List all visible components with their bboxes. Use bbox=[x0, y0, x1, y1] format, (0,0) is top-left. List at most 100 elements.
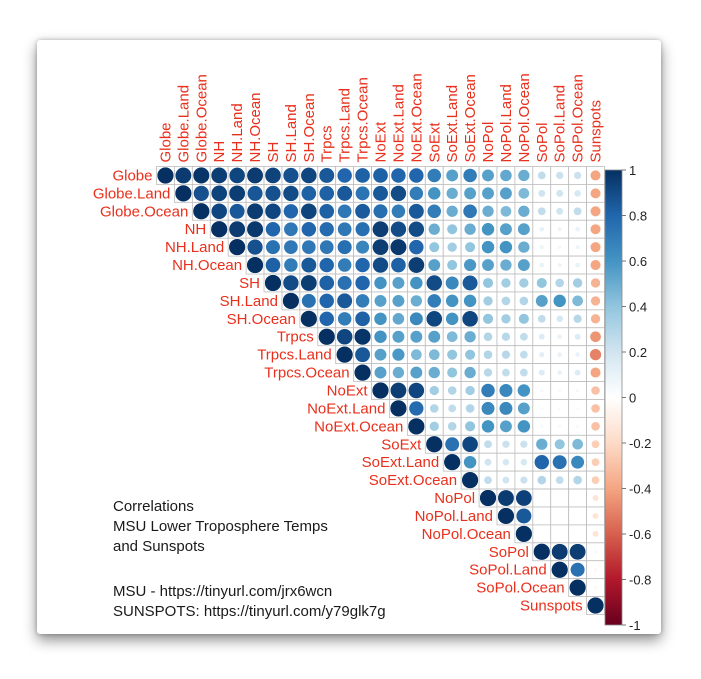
corr-circle-SoExt.Land-SoExt.Ocean bbox=[463, 455, 477, 470]
corr-circle-NH.Ocean-Trpcs.Ocean bbox=[354, 257, 371, 273]
corr-circle-SH.Land-SH.Ocean bbox=[301, 293, 317, 309]
row-label-Trpcs.Land: Trpcs.Land bbox=[257, 347, 331, 364]
corr-circle-NoExt.Ocean-NoPol.Land bbox=[499, 419, 513, 433]
corr-circle-NoPol-SoPol.Ocean bbox=[576, 496, 580, 500]
corr-circle-NoPol.Land-SoPol bbox=[540, 514, 544, 518]
corr-circle-Globe.Ocean-SH bbox=[264, 202, 282, 220]
corr-circle-NH.Ocean-Trpcs.Land bbox=[337, 257, 353, 273]
corr-circle-SoPol-SoPol.Land bbox=[551, 543, 569, 561]
corr-circle-NH.Land-NoPol.Land bbox=[499, 240, 513, 254]
corr-circle-Globe.Ocean-SoPol.Land bbox=[555, 207, 564, 216]
corr-circle-NoExt.Ocean-NoPol.Ocean bbox=[517, 419, 531, 434]
corr-circle-Trpcs.Ocean-SoPol.Land bbox=[556, 369, 563, 376]
corr-circle-NH-Trpcs.Land bbox=[337, 221, 353, 237]
circle-layer bbox=[156, 166, 605, 615]
corr-circle-Globe.Ocean-Sunspots bbox=[589, 205, 602, 217]
corr-circle-NoExt-SoExt.Land bbox=[447, 385, 458, 396]
corr-circle-NoExt.Ocean-SoPol.Land bbox=[557, 424, 562, 429]
corr-circle-SH-SoPol bbox=[536, 277, 548, 289]
corr-circle-Sunspots-Sunspots bbox=[586, 596, 605, 615]
corr-circle-NH.Land-Trpcs bbox=[319, 239, 335, 255]
corr-circle-NH.Land-SoPol.Land bbox=[557, 244, 563, 250]
corr-circle-Globe-NoPol bbox=[481, 168, 495, 183]
corr-circle-NoPol.Land-SoPol.Ocean bbox=[576, 514, 580, 518]
corr-circle-Globe.Land-SoExt.Land bbox=[445, 187, 459, 200]
corr-circle-Trpcs.Ocean-Trpcs.Ocean bbox=[353, 363, 372, 382]
corr-circle-Globe-NoExt bbox=[372, 167, 389, 184]
corr-circle-Globe.Land-Trpcs.Ocean bbox=[355, 185, 371, 201]
corr-circle-SH.Land-NoPol bbox=[482, 295, 494, 307]
corr-circle-Globe.Land-Sunspots bbox=[589, 187, 602, 200]
corr-circle-NH-SoExt bbox=[428, 222, 441, 236]
row-label-Globe: Globe bbox=[112, 167, 152, 184]
corr-circle-Globe-Trpcs bbox=[318, 167, 335, 184]
row-label-SoPol.Ocean: SoPol.Ocean bbox=[476, 580, 564, 597]
corr-circle-SH.Ocean-Trpcs.Land bbox=[337, 311, 353, 327]
corr-circle-NH-SoPol.Land bbox=[557, 226, 563, 232]
corr-circle-SoExt.Land-SoExt.Land bbox=[443, 453, 461, 471]
corr-circle-NH-NoPol.Ocean bbox=[517, 222, 531, 236]
corr-circle-NoPol.Ocean-SoPol.Land bbox=[558, 532, 562, 536]
corr-circle-Trpcs-NoPol.Ocean bbox=[519, 332, 529, 342]
corr-circle-NH.Ocean-NoExt bbox=[372, 256, 389, 274]
row-label-NoExt: NoExt bbox=[327, 383, 369, 400]
corr-circle-Globe.Ocean-SoExt bbox=[426, 203, 442, 219]
corr-circle-NH-NoExt bbox=[371, 220, 390, 238]
corr-circle-Globe-NoPol.Ocean bbox=[517, 169, 531, 182]
corr-circle-Globe.Ocean-NH.Ocean bbox=[246, 202, 264, 220]
corr-circle-SH-Trpcs bbox=[318, 275, 335, 291]
chart-sources: MSU - https://tinyurl.com/jrx6wcn SUNSPO… bbox=[113, 582, 386, 622]
corr-circle-SH-SoPol.Ocean bbox=[572, 277, 583, 289]
corr-circle-NoExt.Land-NoExt.Land bbox=[389, 399, 408, 418]
column-label-SoPol.Ocean: SoPol.Ocean bbox=[570, 74, 587, 162]
corr-circle-NH.Ocean-Sunspots bbox=[589, 259, 602, 271]
row-label-NH.Land: NH.Land bbox=[165, 239, 224, 256]
corr-circle-NoExt-NoPol.Land bbox=[498, 383, 514, 398]
column-label-NoPol.Ocean: NoPol.Ocean bbox=[516, 73, 533, 162]
corr-circle-NH-NoPol bbox=[481, 222, 495, 237]
corr-circle-SoPol.Land-Sunspots bbox=[593, 567, 598, 572]
corr-circle-Trpcs-NoPol.Land bbox=[501, 331, 511, 342]
corr-circle-SH-NoPol bbox=[482, 277, 494, 289]
corr-circle-Globe.Ocean-SoExt.Land bbox=[445, 205, 459, 218]
corr-circle-Globe-NoExt.Ocean bbox=[408, 167, 425, 184]
corr-circle-Trpcs.Ocean-SoExt bbox=[428, 366, 441, 379]
corr-circle-SH.Land-Trpcs bbox=[318, 293, 335, 309]
corr-circle-Globe-NoPol.Land bbox=[499, 169, 513, 182]
row-label-SoPol.Land: SoPol.Land bbox=[469, 562, 547, 579]
corr-circle-Globe.Land-NoExt.Ocean bbox=[408, 186, 424, 201]
column-label-SoExt: SoExt bbox=[426, 122, 443, 163]
chart-card: Globe Globe.Land Globe.Ocean NH NH.Land NH.Oc… bbox=[37, 40, 661, 634]
corr-circle-NH.Ocean-SoPol bbox=[538, 262, 545, 269]
corr-circle-NH.Land-NoExt.Land bbox=[389, 238, 408, 256]
corr-circle-NH.Ocean-SoExt.Ocean bbox=[463, 258, 477, 272]
corr-circle-NH-NoPol.Land bbox=[499, 222, 513, 236]
corr-circle-Globe.Ocean-NoExt.Ocean bbox=[408, 203, 425, 220]
corr-circle-Trpcs.Ocean-NoExt bbox=[373, 366, 388, 380]
corr-circle-Trpcs-Trpcs bbox=[318, 328, 336, 346]
corr-circle-Trpcs-Trpcs.Ocean bbox=[353, 328, 372, 346]
corr-circle-Trpcs-SoPol.Ocean bbox=[574, 333, 582, 341]
corr-circle-NoPol-NoPol.Land bbox=[497, 489, 515, 507]
corr-circle-SH.Land-SoPol.Ocean bbox=[571, 294, 584, 307]
corr-circle-Globe.Ocean-NoExt.Land bbox=[391, 203, 406, 219]
corr-circle-SoExt.Land-NoPol.Land bbox=[502, 458, 510, 467]
corr-circle-SH-NoExt.Land bbox=[391, 276, 405, 290]
corr-circle-SH.Land-NoExt.Land bbox=[391, 294, 405, 308]
chart-caption: Correlations MSU Lower Troposphere Temps… bbox=[113, 497, 328, 557]
corr-circle-NH.Ocean-SoExt.Land bbox=[446, 259, 458, 271]
corr-circle-SoPol-Sunspots bbox=[593, 549, 598, 554]
corr-circle-Trpcs-NoExt.Ocean bbox=[409, 330, 423, 344]
corr-circle-NoExt.Land-SoExt.Ocean bbox=[465, 403, 476, 414]
corr-circle-Trpcs-Sunspots bbox=[589, 330, 602, 343]
corr-circle-NH.Ocean-NH.Ocean bbox=[246, 256, 264, 274]
row-label-SoExt: SoExt bbox=[381, 436, 422, 453]
column-label-Trpcs.Ocean: Trpcs.Ocean bbox=[355, 77, 372, 162]
corr-circle-NoExt.Ocean-SoExt.Land bbox=[447, 421, 458, 432]
corr-circle-Trpcs-SoPol.Land bbox=[556, 333, 563, 340]
corr-circle-SH-SH.Ocean bbox=[300, 274, 318, 292]
corr-circle-NH.Ocean-SoPol.Ocean bbox=[574, 262, 581, 269]
corr-circle-Trpcs.Ocean-SoExt.Land bbox=[446, 366, 458, 379]
corr-circle-Globe-SoExt.Ocean bbox=[462, 168, 478, 183]
corr-circle-Globe.Land-SH.Land bbox=[282, 185, 300, 202]
